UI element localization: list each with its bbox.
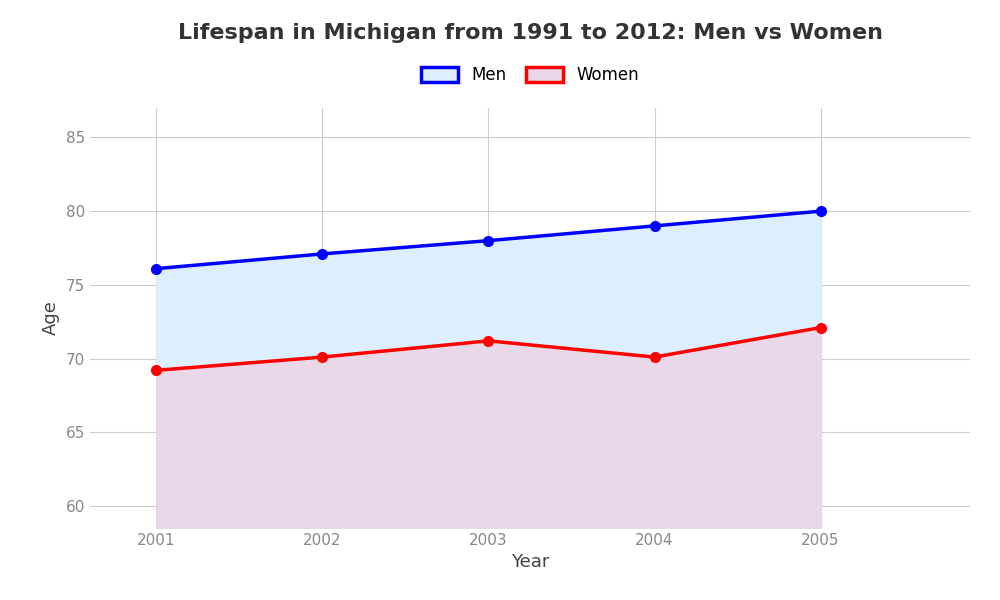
Title: Lifespan in Michigan from 1991 to 2012: Men vs Women: Lifespan in Michigan from 1991 to 2012: … xyxy=(178,23,883,43)
Y-axis label: Age: Age xyxy=(42,301,60,335)
Legend: Men, Women: Men, Women xyxy=(421,66,639,84)
X-axis label: Year: Year xyxy=(511,553,549,571)
